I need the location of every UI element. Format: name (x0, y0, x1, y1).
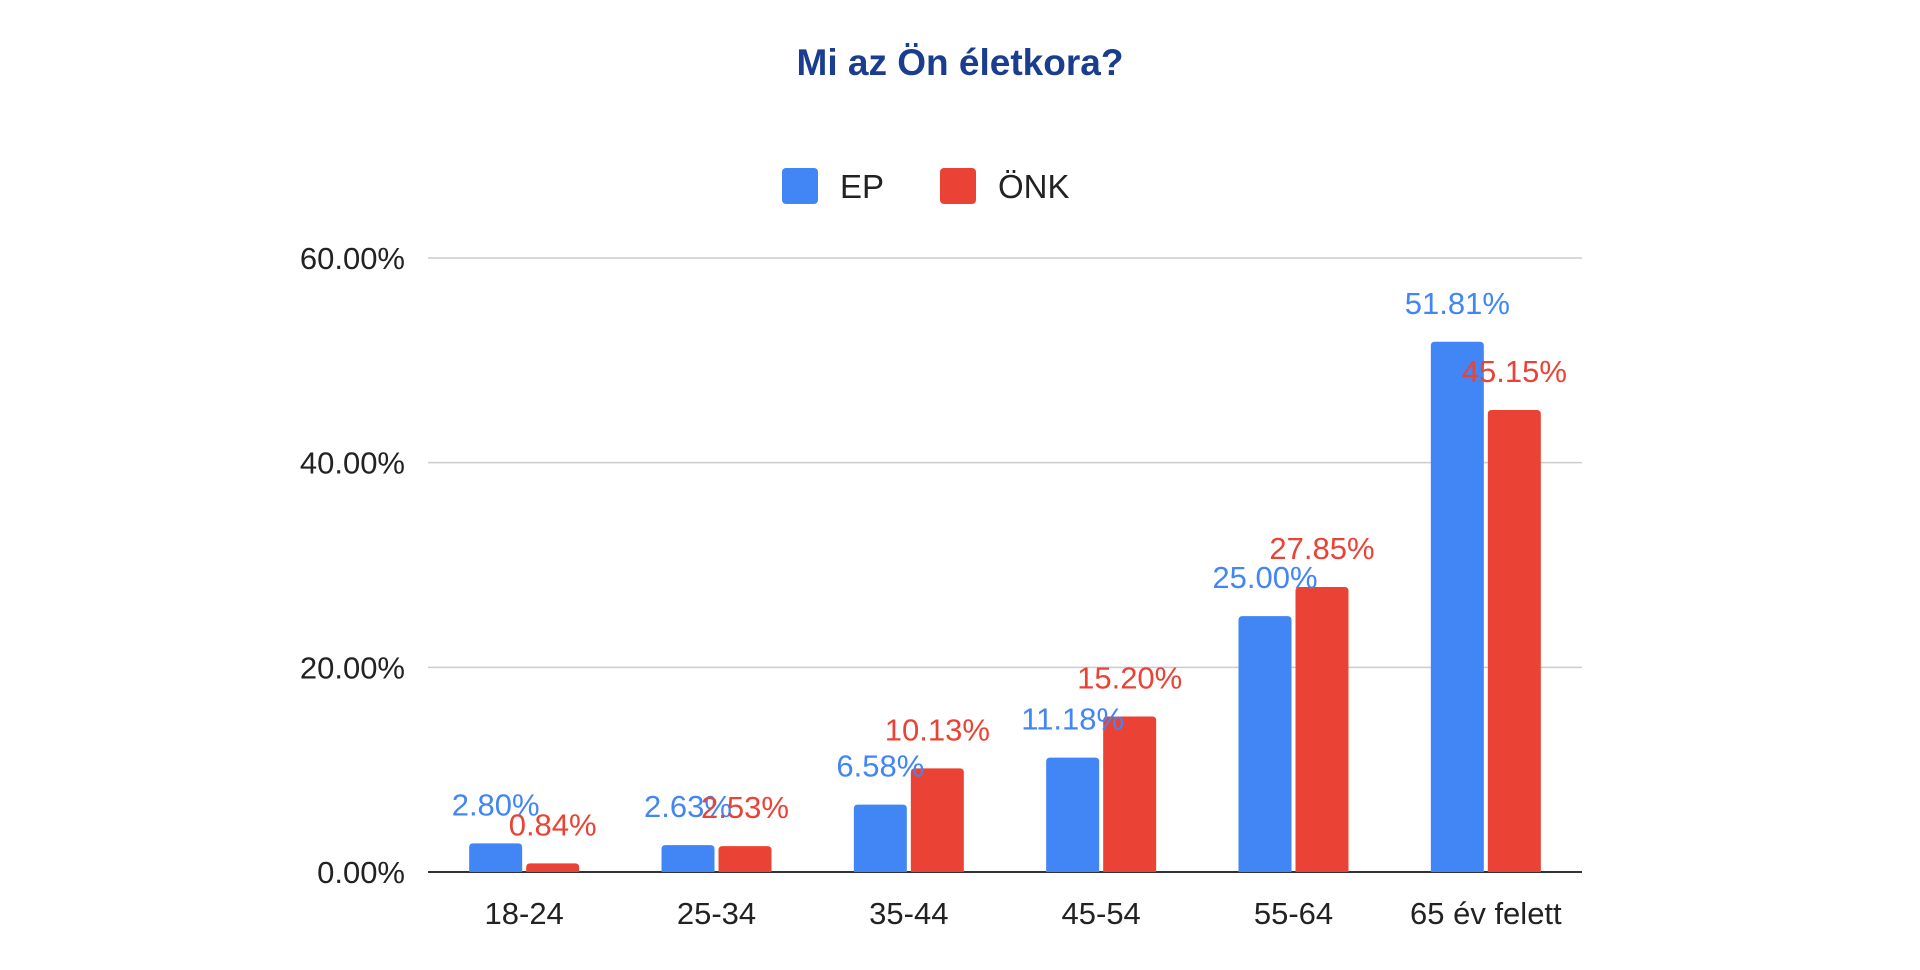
y-tick-label: 60.00% (300, 241, 405, 276)
bar-ep-65-v-felett (1430, 341, 1484, 872)
legend-label: ÖNK (998, 168, 1070, 205)
x-tick-label: 55-64 (1254, 896, 1333, 931)
x-tick-label: 65 év felett (1410, 896, 1562, 931)
y-tick-label: 40.00% (300, 446, 405, 481)
bar-nk-35-44 (910, 768, 964, 872)
legend-item: ÖNK (940, 168, 1070, 205)
bars (469, 341, 1541, 872)
y-tick-label: 0.00% (317, 855, 405, 890)
data-label: 10.13% (885, 712, 990, 747)
bar-nk-65-v-felett (1487, 409, 1541, 872)
data-label: 2.80% (452, 787, 540, 822)
bar-ep-45-54 (1046, 757, 1100, 872)
y-tick-label: 20.00% (300, 650, 405, 685)
data-label: 11.18% (1021, 702, 1124, 737)
legend-label: EP (840, 168, 884, 205)
x-tick-label: 35-44 (869, 896, 948, 931)
data-label: 15.20% (1077, 660, 1182, 695)
legend-swatch (940, 168, 976, 204)
data-label: 6.58% (836, 749, 924, 784)
legend: EP ÖNK (782, 168, 1070, 205)
x-tick-label: 18-24 (485, 896, 564, 931)
y-axis-ticks: 0.00% 20.00% 40.00% 60.00% (300, 241, 405, 890)
data-label: 0.84% (509, 807, 597, 842)
x-tick-label: 45-54 (1062, 896, 1141, 931)
data-labels: 2.80%0.84% 2.63%2.53% 6.58%10.13% 11.18% 15.… (452, 286, 1567, 843)
gridlines (428, 257, 1582, 873)
data-label: 25.00% (1212, 560, 1317, 595)
legend-item: EP (782, 168, 884, 205)
data-label: 2.53% (701, 790, 789, 825)
legend-swatch (782, 168, 818, 204)
x-tick-label: 25-34 (677, 896, 756, 931)
chart-title: Mi az Ön életkora? (797, 42, 1124, 83)
bar-nk-55-64 (1295, 587, 1349, 872)
bar-nk-18-24 (526, 863, 580, 872)
data-label: 2.63% (644, 789, 732, 824)
data-label: 51.81% (1405, 286, 1510, 321)
bar-ep-18-24 (469, 843, 523, 872)
data-label: 27.85% (1269, 531, 1374, 566)
bar-ep-55-64 (1238, 616, 1292, 872)
bar-nk-25-34 (718, 846, 772, 872)
bar-nk-45-54 (1103, 716, 1157, 872)
data-label: 45.15% (1462, 354, 1567, 389)
x-axis-ticks: 18-24 25-34 35-44 45-54 55-64 65 év felett (485, 896, 1563, 931)
bar-ep-35-44 (853, 804, 907, 872)
bar-ep-25-34 (661, 845, 715, 872)
